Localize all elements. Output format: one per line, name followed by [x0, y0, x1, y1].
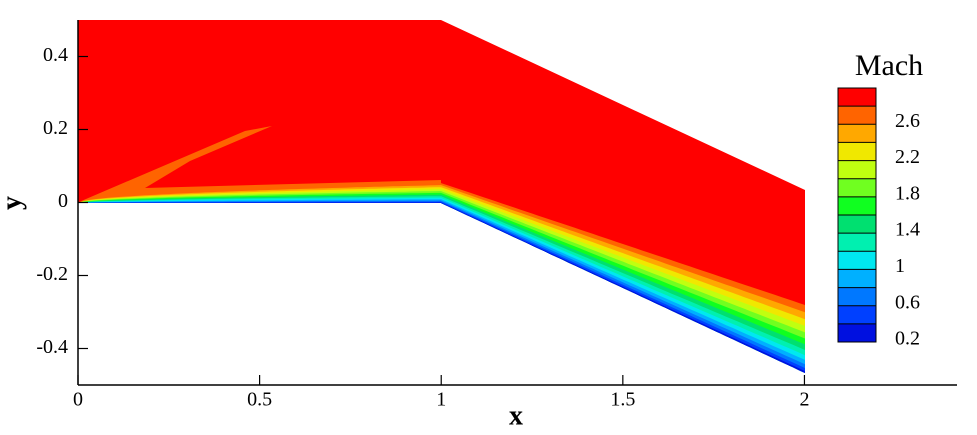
y-tick-label: -0.4 [36, 336, 68, 358]
y-tick-label: 0 [58, 190, 68, 212]
contour-band [79, 126, 441, 203]
colorbar-tick-label: 0.2 [895, 328, 920, 350]
x-tick-label: 0 [73, 389, 83, 411]
colorbar-band [838, 251, 876, 270]
x-tick-label: 2 [799, 389, 809, 411]
colorbar-tick-label: 2.2 [895, 146, 920, 168]
colorbar-tick-label: 0.6 [895, 291, 920, 313]
colorbar-band [838, 305, 876, 324]
x-tick-label: 0.5 [247, 389, 272, 411]
y-tick-label: 0.2 [43, 117, 68, 139]
colorbar-band [838, 160, 876, 179]
contour-field [78, 20, 805, 373]
colorbar-band [838, 106, 876, 125]
colorbar-title: Mach [855, 49, 923, 82]
contour-band [78, 192, 805, 373]
colorbar-band [838, 287, 876, 306]
y-axis-label: y [0, 196, 27, 210]
colorbar-band [838, 269, 876, 288]
colorbar-tick-label: 1.4 [895, 219, 920, 241]
x-axis-label: x [509, 400, 523, 431]
x-tick-label: 1.5 [610, 389, 635, 411]
colorbar-band [838, 323, 876, 342]
colorbar-tick-label: 2.6 [895, 110, 920, 132]
colorbar-frame [837, 87, 877, 343]
colorbar-band [838, 178, 876, 197]
colorbar-band [838, 88, 876, 107]
y-tick-label: 0.4 [43, 44, 68, 66]
x-tick-label: 1 [436, 389, 446, 411]
colorbar-tick-label: 1.8 [895, 182, 920, 204]
colorbar-tick-label: 1 [895, 255, 905, 277]
colorbar-band [838, 215, 876, 234]
colorbar-band [838, 233, 876, 252]
y-tick-label: -0.2 [36, 263, 68, 285]
colorbar-band [838, 196, 876, 215]
colorbar-band [838, 124, 876, 143]
colorbar-band [838, 142, 876, 161]
